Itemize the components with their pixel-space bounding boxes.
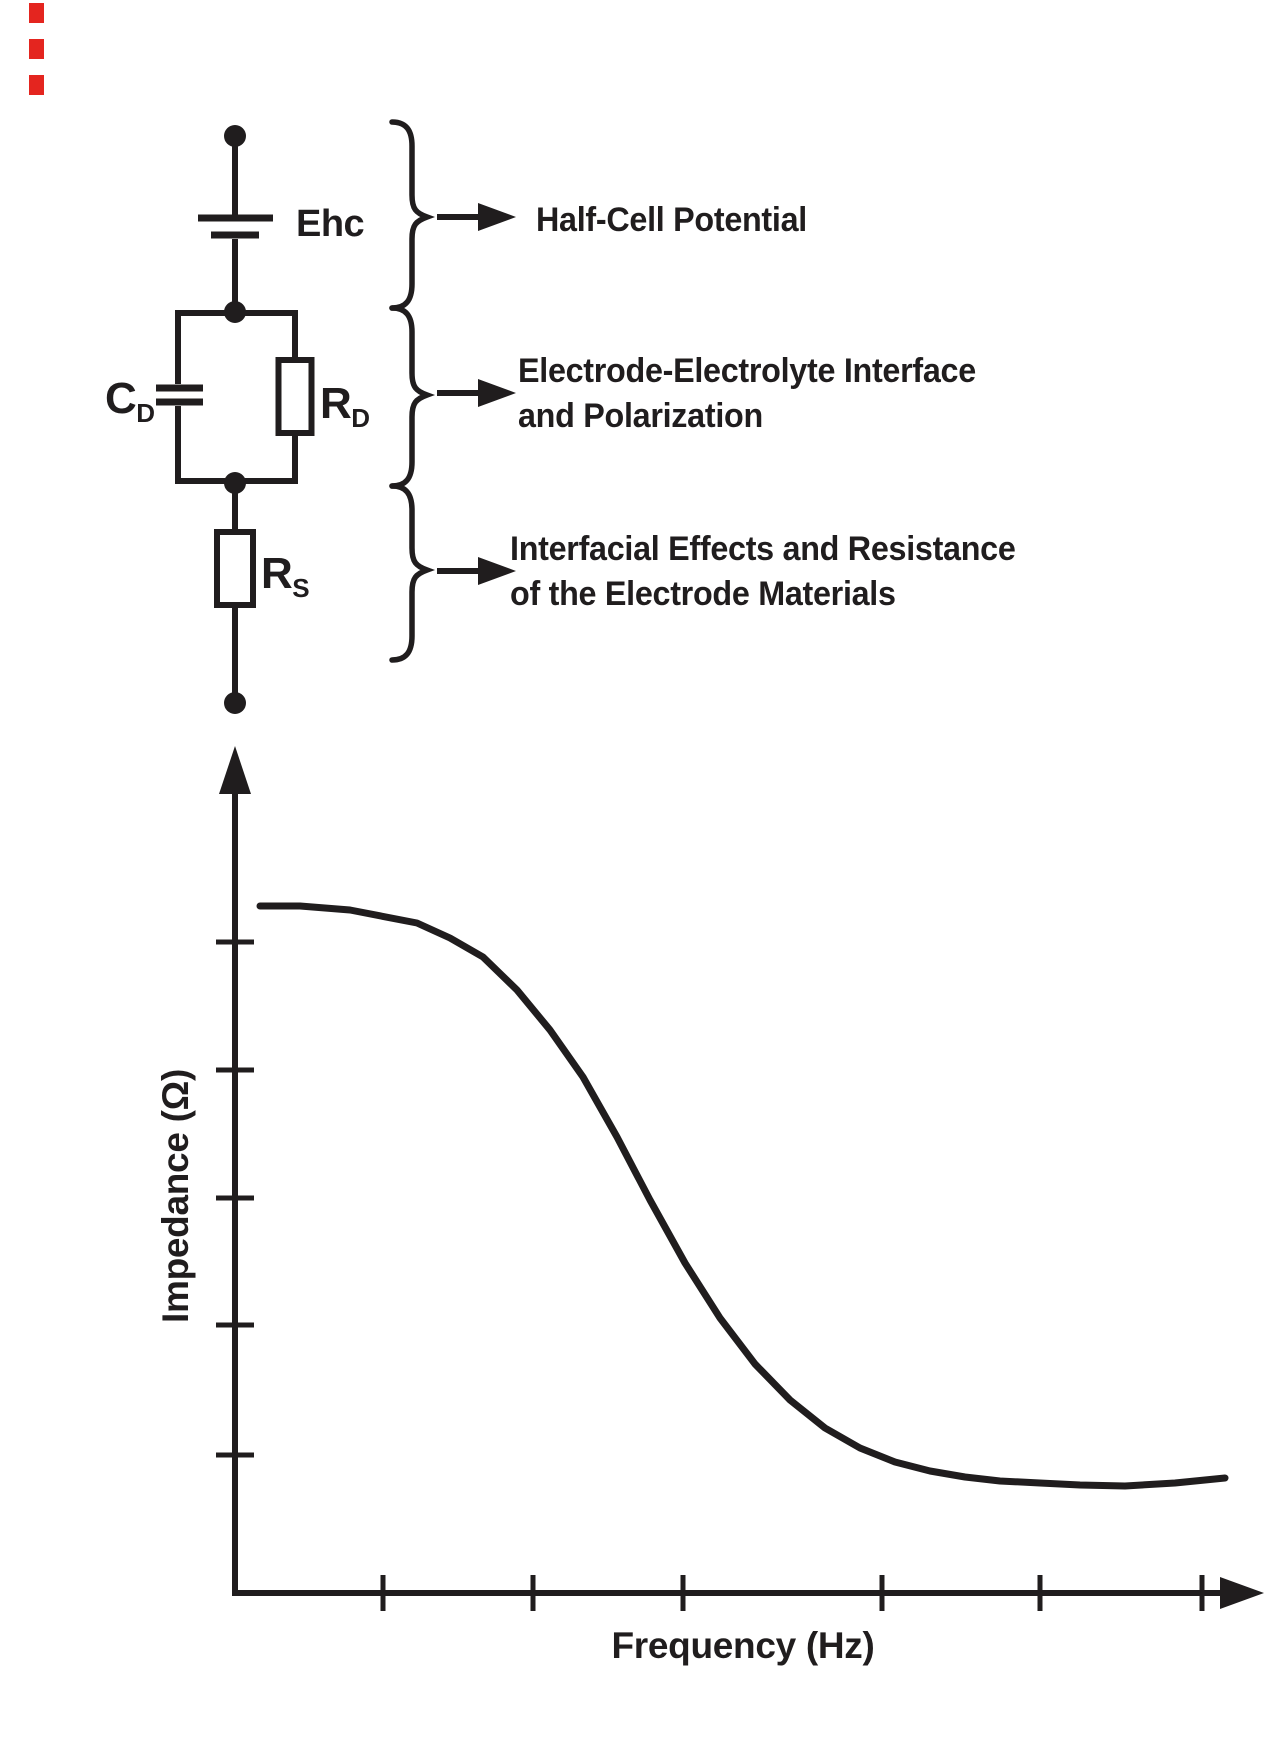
cd-main: C bbox=[105, 374, 137, 423]
callout-half-cell-line1: Half-Cell Potential bbox=[536, 201, 807, 239]
brace-interface-icon bbox=[389, 305, 436, 489]
top-terminal-dot bbox=[224, 125, 246, 147]
callout-interface-line1: Electrode-Electrolyte Interface bbox=[518, 352, 976, 390]
arrow-head-half-cell-icon bbox=[478, 203, 516, 231]
resistor-rs-icon bbox=[214, 529, 256, 608]
rs-label: RS bbox=[261, 549, 310, 604]
red-dash-mark bbox=[29, 75, 44, 95]
rd-main: R bbox=[320, 379, 352, 428]
cd-sub: D bbox=[136, 398, 156, 428]
x-axis-arrow-icon bbox=[1220, 1577, 1264, 1609]
brace-resistance-icon bbox=[389, 483, 436, 663]
arrow-head-interface-icon bbox=[478, 379, 516, 407]
ehc-label: Ehc bbox=[296, 203, 365, 245]
impedance-curve bbox=[256, 902, 1229, 1490]
y-axis-arrow-icon bbox=[219, 746, 251, 794]
callout-half-cell: Half-Cell Potential bbox=[536, 198, 807, 243]
rd-label: RD bbox=[320, 379, 370, 434]
callout-interface-line2: and Polarization bbox=[518, 397, 763, 435]
red-dash-mark bbox=[29, 3, 44, 23]
callout-resistance-line2: of the Electrode Materials bbox=[510, 575, 896, 613]
arrow-head-resistance-icon bbox=[478, 557, 516, 585]
callout-resistance-line1: Interfacial Effects and Resistance bbox=[510, 530, 1016, 568]
x-axis-label: Frequency (Hz) bbox=[611, 1625, 875, 1666]
callout-resistance: Interfacial Effects and Resistance of th… bbox=[510, 527, 1016, 617]
bottom-terminal-dot bbox=[224, 692, 246, 714]
parallel-loop-top-rail bbox=[175, 310, 298, 384]
brace-half-cell-icon bbox=[389, 119, 436, 311]
rs-sub: S bbox=[292, 573, 310, 603]
cd-label: CD bbox=[105, 374, 155, 429]
node-dot-bottom bbox=[224, 472, 246, 494]
callout-interface: Electrode-Electrolyte Interface and Pola… bbox=[518, 349, 976, 439]
red-dash-mark bbox=[29, 39, 44, 59]
rs-main: R bbox=[261, 549, 293, 598]
y-axis-label: Impedance (Ω) bbox=[155, 1069, 196, 1323]
resistor-rd-icon bbox=[275, 357, 315, 436]
rd-sub: D bbox=[351, 403, 371, 433]
